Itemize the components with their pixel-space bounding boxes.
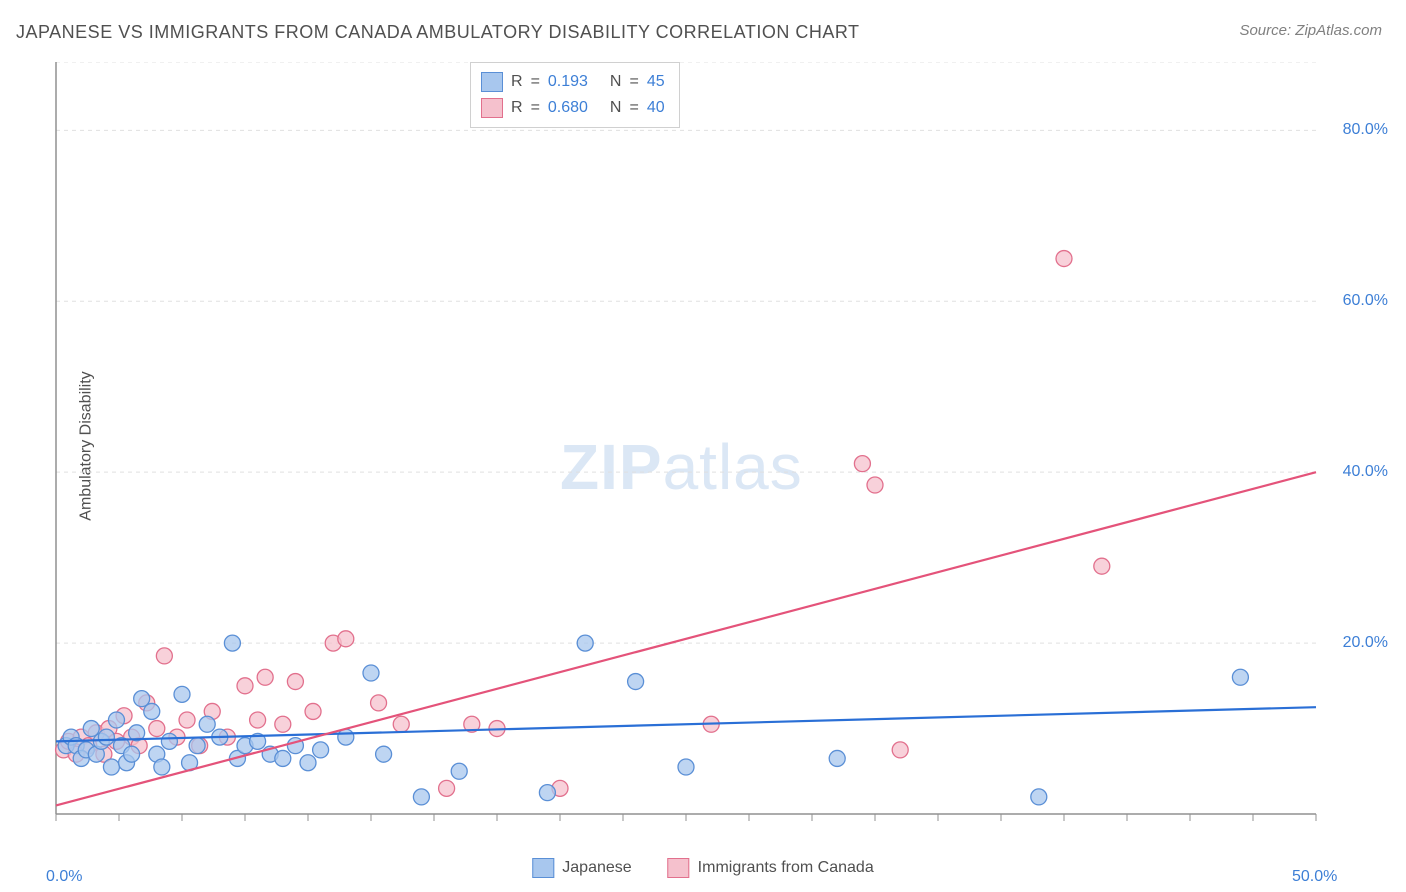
legend-item: Japanese: [532, 858, 631, 878]
equals-sign: =: [629, 99, 638, 117]
n-label: N: [610, 99, 622, 117]
legend-stats-row: R = 0.193 N = 45: [481, 69, 665, 95]
legend-swatch-icon: [481, 72, 503, 92]
equals-sign: =: [531, 73, 540, 91]
equals-sign: =: [531, 99, 540, 117]
n-value: 40: [647, 99, 665, 117]
legend-swatch-icon: [481, 98, 503, 118]
r-label: R: [511, 99, 523, 117]
n-label: N: [610, 73, 622, 91]
legend-swatch-icon: [668, 858, 690, 878]
legend-series: Japanese Immigrants from Canada: [532, 858, 873, 878]
x-tick-label-max: 50.0%: [1292, 868, 1337, 886]
chart-plot-area: [52, 62, 1322, 844]
y-tick-label: 40.0%: [1343, 463, 1388, 481]
legend-swatch-icon: [532, 858, 554, 878]
legend-label: Japanese: [562, 859, 631, 877]
legend-label: Immigrants from Canada: [698, 859, 874, 877]
equals-sign: =: [629, 73, 638, 91]
y-tick-label: 60.0%: [1343, 292, 1388, 310]
source-attribution: Source: ZipAtlas.com: [1239, 22, 1382, 39]
y-tick-label: 20.0%: [1343, 634, 1388, 652]
y-tick-label: 80.0%: [1343, 121, 1388, 139]
x-tick-label-min: 0.0%: [46, 868, 82, 886]
chart-svg: [52, 62, 1322, 844]
r-value: 0.680: [548, 99, 602, 117]
legend-stats-row: R = 0.680 N = 40: [481, 95, 665, 121]
n-value: 45: [647, 73, 665, 91]
r-value: 0.193: [548, 73, 602, 91]
legend-item: Immigrants from Canada: [668, 858, 874, 878]
legend-stats-box: R = 0.193 N = 45 R = 0.680 N = 40: [470, 62, 680, 128]
chart-title: JAPANESE VS IMMIGRANTS FROM CANADA AMBUL…: [16, 22, 860, 43]
r-label: R: [511, 73, 523, 91]
